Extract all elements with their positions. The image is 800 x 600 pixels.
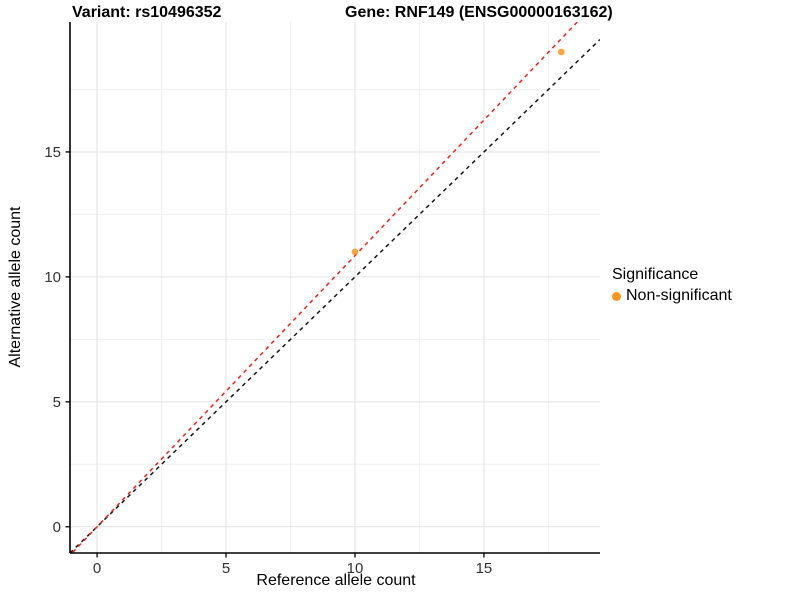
x-tick-label: 5 <box>222 560 230 577</box>
legend-item-non-significant: Non-significant <box>612 287 732 305</box>
legend: Significance Non-significant <box>612 266 732 305</box>
y-tick-label: 5 <box>53 394 61 411</box>
x-axis-title: Reference allele count <box>256 572 416 589</box>
data-point <box>557 48 565 56</box>
legend-title: Significance <box>612 266 699 283</box>
y-tick-label: 0 <box>53 519 61 536</box>
y-axis-title: Alternative allele count <box>7 206 24 368</box>
data-point <box>351 248 359 256</box>
legend-point-icon <box>612 291 621 301</box>
x-tick-label: 0 <box>93 560 101 577</box>
plot-title-gene: Gene: RNF149 (ENSG00000163162) <box>345 4 613 21</box>
y-tick-label: 15 <box>44 144 61 161</box>
x-tick-label: 10 <box>347 560 364 577</box>
identity-line <box>70 38 600 553</box>
legend-item-label: Non-significant <box>626 287 732 304</box>
plot-title-variant: Variant: rs10496352 <box>72 4 222 21</box>
fitted-line <box>71 22 579 553</box>
x-tick-label: 15 <box>476 560 493 577</box>
y-tick-label: 10 <box>44 269 61 286</box>
